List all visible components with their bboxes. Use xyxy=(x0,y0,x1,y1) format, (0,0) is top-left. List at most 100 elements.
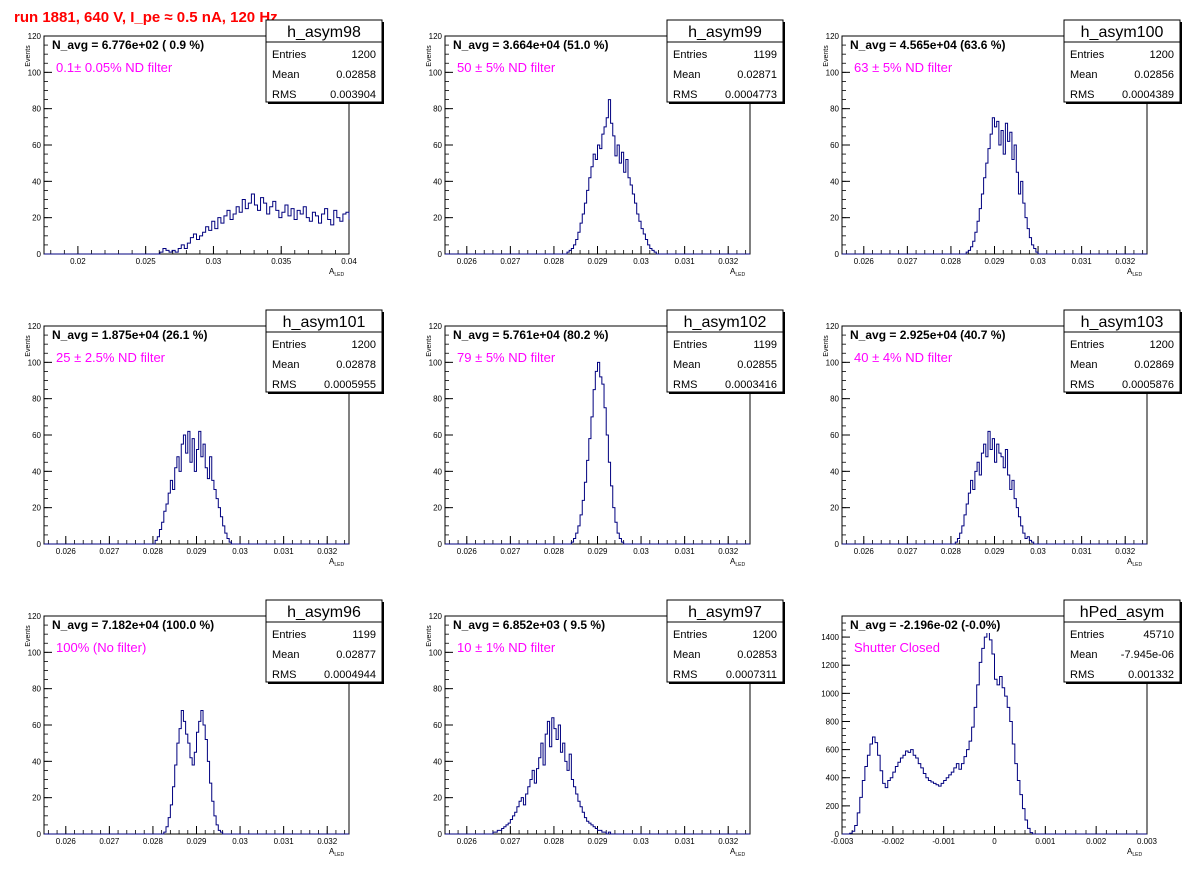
stats-label: RMS xyxy=(272,669,296,681)
x-tick-label: 0.028 xyxy=(143,547,164,556)
filter-annotation: 40 ± 4% ND filter xyxy=(854,350,953,365)
stats-label: Mean xyxy=(673,359,701,371)
stats-box xyxy=(1063,599,1181,683)
run-title: run 1881, 640 V, I_pe ≈ 0.5 nA, 120 Hz xyxy=(14,9,278,26)
x-axis-label-subscript: LED xyxy=(1132,852,1142,858)
y-tick-label: 20 xyxy=(32,794,41,803)
y-tick-label: 0 xyxy=(835,830,840,839)
x-axis-label-subscript: LED xyxy=(735,562,745,568)
x-tick-label: 0.03 xyxy=(232,547,248,556)
y-tick-label: 100 xyxy=(28,648,42,657)
x-tick-label: 0.026 xyxy=(457,547,478,556)
stats-label: RMS xyxy=(1070,379,1094,391)
stats-value: -7.945e-06 xyxy=(1121,649,1174,661)
x-tick-label: 0.031 xyxy=(1072,257,1093,266)
x-axis-label: ALED xyxy=(1127,267,1142,278)
x-axis-label: ALED xyxy=(329,557,344,568)
y-tick-label: 20 xyxy=(32,504,41,513)
stats-box xyxy=(666,19,784,103)
x-tick-label: 0.002 xyxy=(1086,837,1107,846)
stats-value: 1199 xyxy=(753,49,777,61)
x-tick-label: 0.003 xyxy=(1137,837,1158,846)
x-tick-label: 0.028 xyxy=(544,837,565,846)
stats-label: RMS xyxy=(673,89,697,101)
stats-box xyxy=(666,599,784,683)
x-axis-label: ALED xyxy=(329,267,344,278)
y-tick-label: 40 xyxy=(433,757,442,766)
x-axis-label-subscript: LED xyxy=(1132,272,1142,278)
y-tick-label: 80 xyxy=(433,105,442,114)
histogram-name: hPed_asym xyxy=(1080,604,1165,621)
x-axis-label: ALED xyxy=(730,267,745,278)
y-tick-label: 0 xyxy=(37,250,42,259)
stats-value: 1200 xyxy=(753,629,777,641)
histogram-panel-h_asym102: 0 20 40 60 80 100 120 0.026 0.027 0.028 0.029 0.03 0… xyxy=(426,309,785,568)
stats-value: 1199 xyxy=(753,339,777,351)
stats-box xyxy=(265,19,383,103)
x-tick-label: 0.028 xyxy=(544,547,565,556)
stats-label: Mean xyxy=(1070,649,1098,661)
y-tick-label: 80 xyxy=(830,395,839,404)
y-tick-label: 120 xyxy=(28,32,42,41)
y-tick-label: 0 xyxy=(438,830,443,839)
x-tick-label: 0.03 xyxy=(633,837,649,846)
stats-value: 0.02858 xyxy=(336,69,376,81)
stats-value: 1200 xyxy=(352,339,376,351)
x-tick-label: 0.031 xyxy=(274,837,295,846)
stats-value: 45710 xyxy=(1143,629,1174,641)
x-tick-label: 0.03 xyxy=(232,837,248,846)
y-tick-label: 0 xyxy=(438,250,443,259)
y-tick-label: 20 xyxy=(830,214,839,223)
stats-label: RMS xyxy=(272,89,296,101)
navg-label: N_avg = 5.761e+04 (80.2 %) xyxy=(453,328,608,342)
navg-box xyxy=(848,37,1043,53)
y-tick-label: 100 xyxy=(429,68,443,77)
y-tick-label: 0 xyxy=(835,540,840,549)
x-tick-label: 0.026 xyxy=(457,837,478,846)
navg-label: N_avg = 2.925e+04 (40.7 %) xyxy=(850,328,1005,342)
stats-value: 0.0003416 xyxy=(725,379,777,391)
histogram-panel-h_asym96: 0 20 40 60 80 100 120 0.026 0.027 0.028 0.029 0.03 0… xyxy=(25,599,384,858)
stats-value: 0.02878 xyxy=(336,359,376,371)
stats-label: Entries xyxy=(673,629,708,641)
navg-box xyxy=(451,617,646,633)
y-tick-label: 80 xyxy=(433,685,442,694)
x-tick-label: 0.029 xyxy=(186,547,207,556)
y-axis-label: Events xyxy=(823,45,830,67)
x-tick-label: 0.027 xyxy=(500,837,521,846)
histogram-line xyxy=(44,709,349,835)
y-tick-label: 20 xyxy=(433,794,442,803)
x-tick-label: 0.029 xyxy=(186,837,207,846)
x-axis-label-subscript: LED xyxy=(1132,562,1142,568)
x-axis-label: ALED xyxy=(1127,557,1142,568)
histogram-name: h_asym100 xyxy=(1081,24,1164,41)
y-tick-label: 80 xyxy=(32,105,41,114)
x-tick-label: 0.028 xyxy=(941,257,962,266)
stats-label: Entries xyxy=(1070,339,1105,351)
y-tick-label: 60 xyxy=(32,431,41,440)
x-tick-label: 0.03 xyxy=(206,257,222,266)
y-axis-label: Events xyxy=(25,335,32,357)
filter-annotation: 0.1± 0.05% ND filter xyxy=(56,60,173,75)
stats-label: Mean xyxy=(1070,359,1098,371)
x-tick-label: -0.003 xyxy=(831,837,854,846)
y-tick-label: 40 xyxy=(32,177,41,186)
stats-value: 0.0007311 xyxy=(726,669,777,681)
navg-box xyxy=(50,617,245,633)
y-tick-label: 40 xyxy=(32,757,41,766)
y-tick-label: 120 xyxy=(826,32,840,41)
x-tick-label: 0.04 xyxy=(341,257,357,266)
histogram-line xyxy=(445,717,750,835)
x-tick-label: 0.032 xyxy=(317,837,338,846)
navg-box xyxy=(50,37,245,53)
y-tick-label: 60 xyxy=(830,431,839,440)
y-tick-label: 80 xyxy=(32,685,41,694)
y-tick-label: 120 xyxy=(28,612,42,621)
y-tick-label: 40 xyxy=(433,177,442,186)
x-tick-label: 0.027 xyxy=(500,547,521,556)
histogram-panel-hPed_asym: 0 200 400 600 800 1000 1200 1400 -0.003 -0.002 -0.… xyxy=(821,599,1182,858)
stats-value: 1200 xyxy=(1150,49,1174,61)
stats-box xyxy=(265,309,383,393)
x-tick-label: 0.03 xyxy=(1030,547,1046,556)
x-tick-label: 0.032 xyxy=(718,547,739,556)
